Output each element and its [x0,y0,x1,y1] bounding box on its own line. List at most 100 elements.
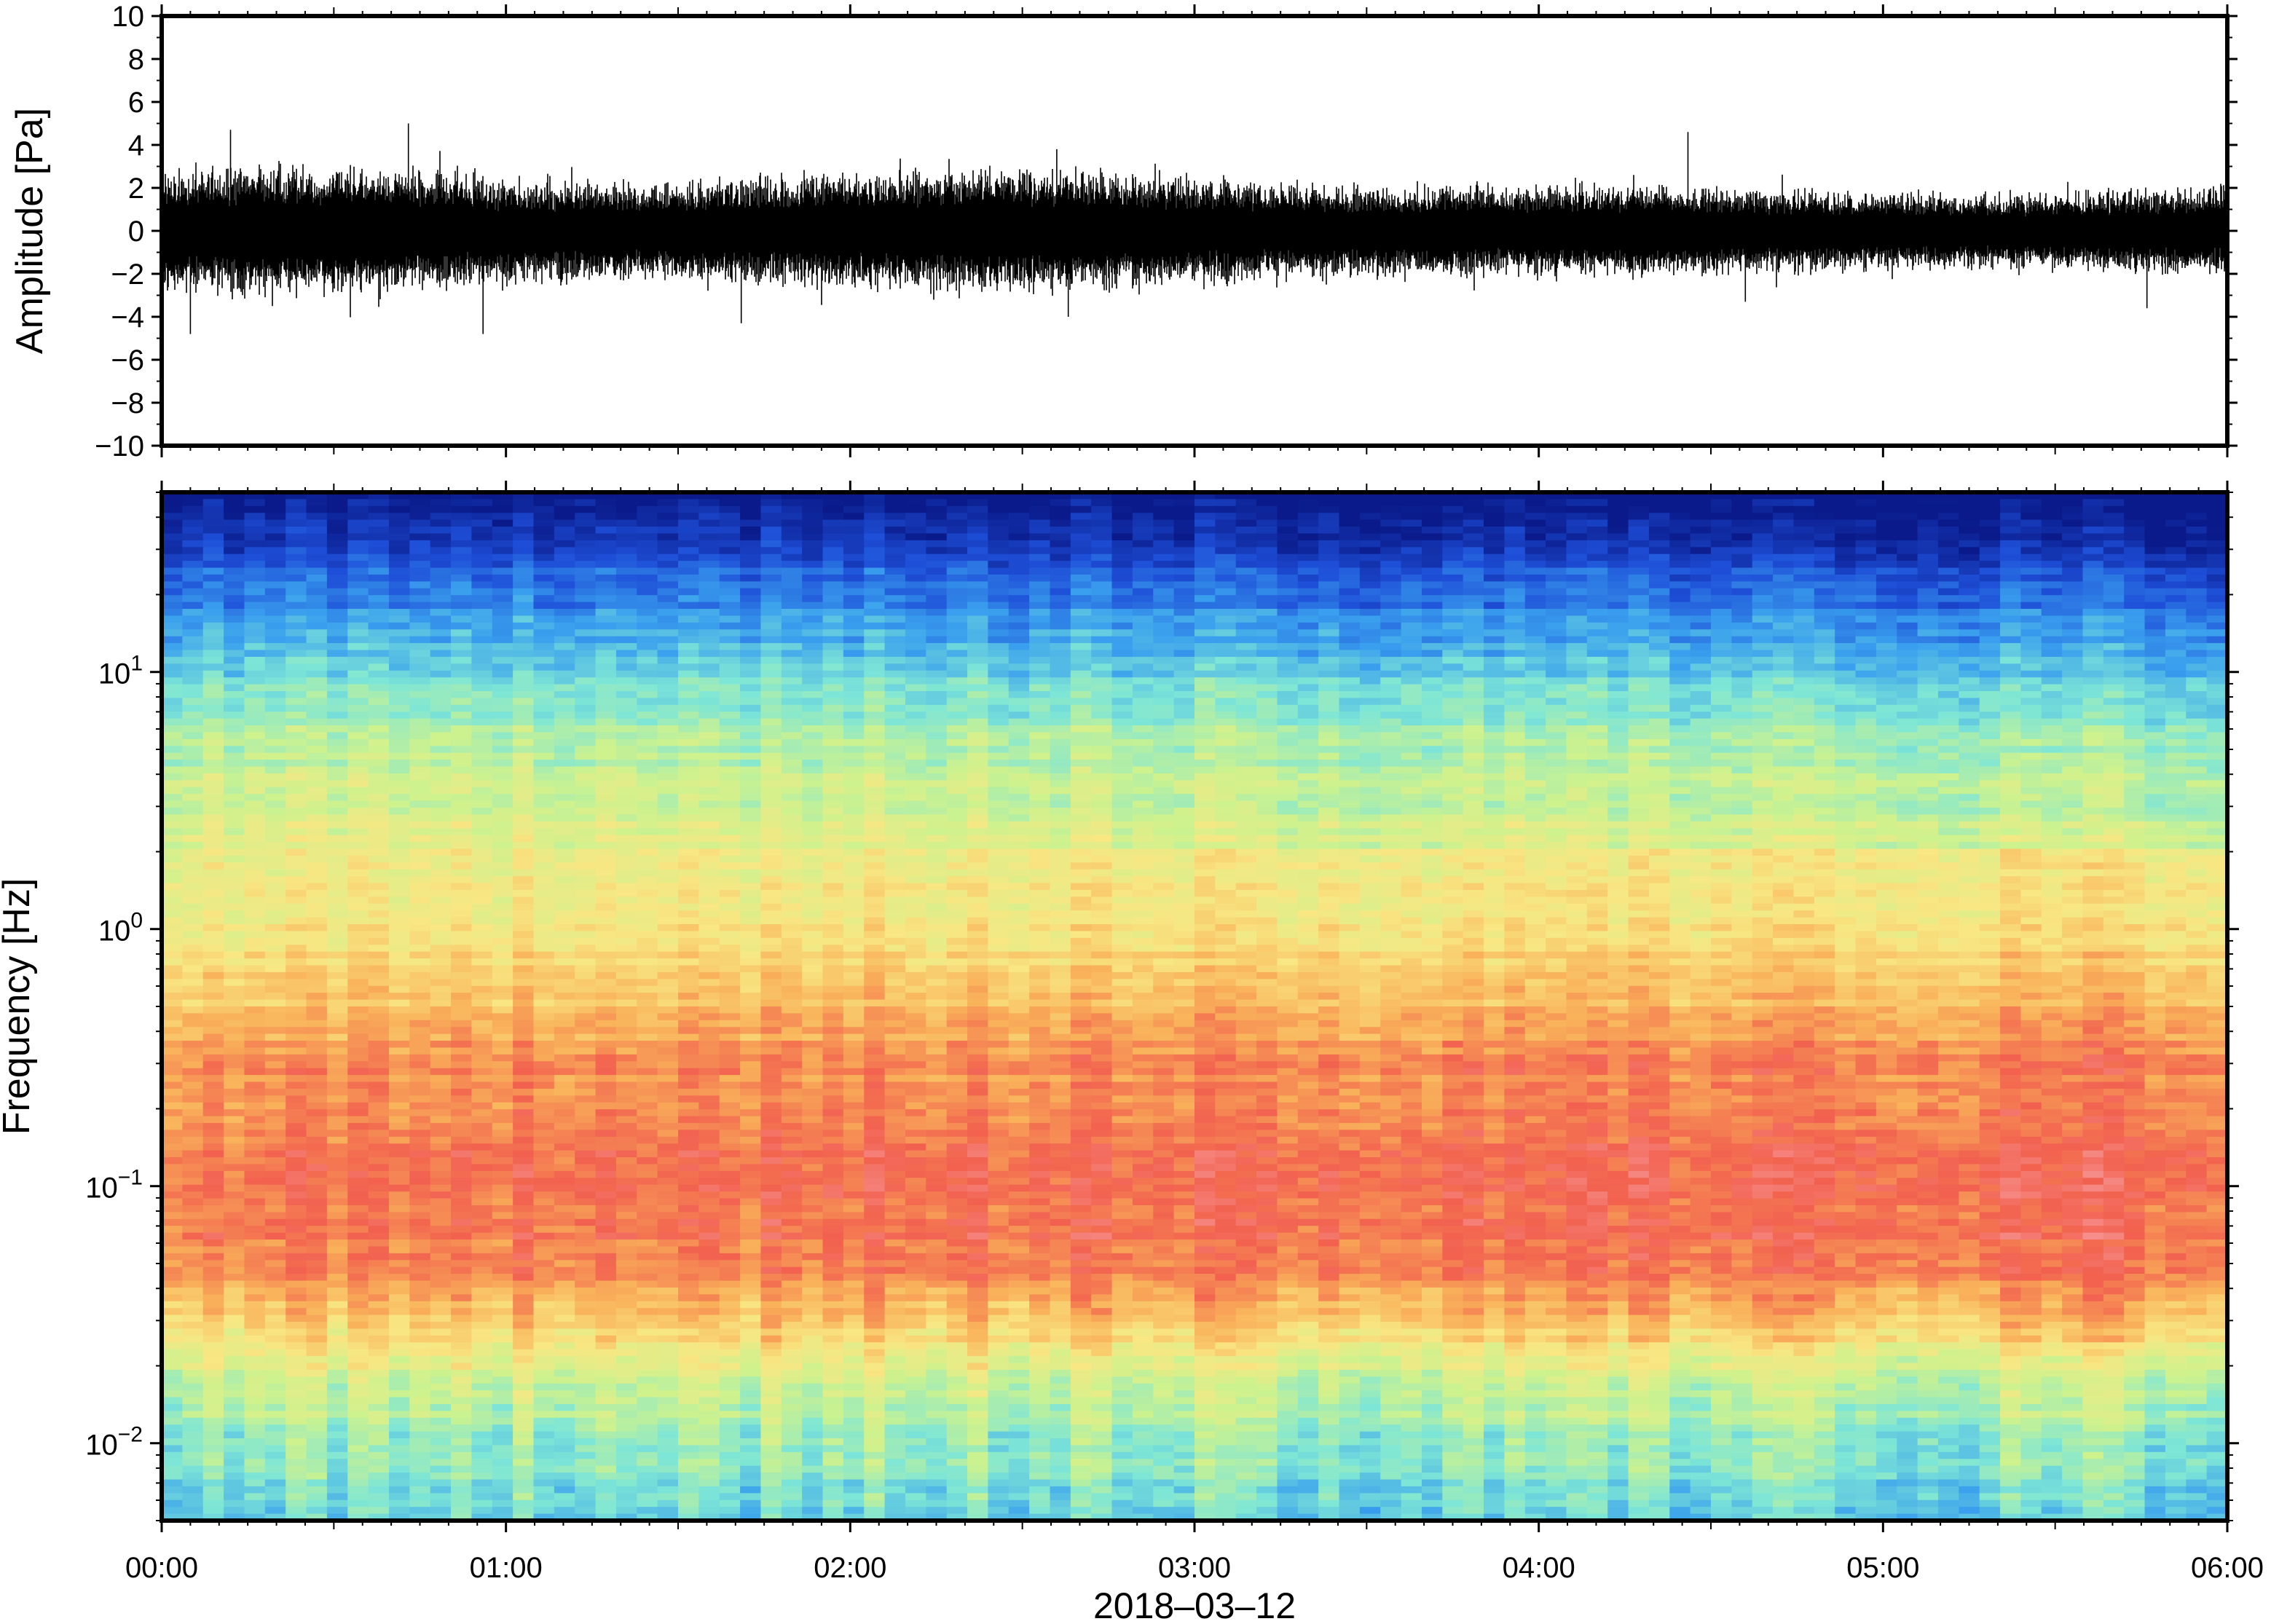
spectrogram-cell [802,732,824,740]
spectrogram-cell [1586,732,1609,740]
spectrogram-cell [2041,780,2063,788]
spectrogram-cell [1752,752,1774,761]
spectrogram-cell [1814,766,1836,774]
spectrogram-cell [595,656,617,665]
spectrogram-cell [1070,650,1093,658]
spectrogram-cell [1463,670,1484,679]
spectrogram-cell [1359,698,1382,706]
spectrogram-cell [286,588,307,596]
spectrogram-cell [967,527,989,535]
spectrogram-cell [698,492,720,500]
spectrogram-cell [740,766,762,774]
spectrogram-cell [1484,505,1506,514]
spectrogram-cell [2103,738,2125,747]
spectrogram-cell [533,670,555,679]
spectrogram-cell [884,684,906,692]
spectrogram-cell [1628,760,1650,768]
spectrogram-cell [2020,609,2042,617]
spectrogram-cell [2206,650,2227,658]
spectrogram-cell [2000,766,2022,774]
spectrogram-cell [2144,567,2166,575]
spectrogram-cell [2020,574,2042,583]
spectrogram-cell [760,814,782,822]
spectrogram-cell [2186,656,2208,665]
spectrogram-cell [1215,663,1237,671]
spectrogram-cell [2103,787,2125,795]
spectrogram-cell [575,670,597,679]
spectrogram-cell [347,553,369,562]
spectrogram-cell [162,609,184,617]
spectrogram-cell [2206,677,2227,685]
spectrogram-cell [698,787,720,795]
spectrogram-cell [988,684,1009,692]
spectrogram-cell [1359,800,1382,808]
spectrogram-cell [1359,609,1382,617]
spectrogram-cell [1566,718,1588,726]
spectrogram-cell [1752,704,1774,713]
spectrogram-cell [1959,746,1980,754]
spectrogram-cell [1524,650,1547,658]
spectrogram-cell [1318,574,1340,583]
spectrogram-cell [657,684,679,692]
spectrogram-cell [1091,505,1113,514]
spectrogram-cell [264,581,287,589]
spectrogram-cell [1917,698,1939,706]
spectrogram-cell [202,780,224,788]
spectrogram-cell [1111,574,1133,583]
spectrogram-cell [1091,533,1113,541]
spectrogram-cell [1421,499,1444,507]
spectrogram-cell [1835,629,1857,637]
spectrogram-cell [2206,738,2227,747]
spectrogram-cell [967,670,989,679]
spectrogram-cell [162,519,184,527]
spectrogram-cell [2062,602,2084,610]
spectrogram-cell [1937,602,1960,610]
amplitude-tick-label: 8 [128,44,144,76]
spectrogram-cell [286,581,307,589]
spectrogram-cell [554,663,576,671]
spectrogram-cell [2206,499,2227,507]
spectrogram-cell [2165,519,2187,527]
spectrogram-cell [533,690,555,699]
spectrogram-cell [1029,567,1051,575]
spectrogram-cell [575,527,597,535]
spectrogram-cell [2000,684,2022,692]
spectrogram-cell [657,519,679,527]
spectrogram-cell [1277,567,1299,575]
spectrogram-cell [202,794,224,802]
spectrogram-cell [2144,547,2166,555]
spectrogram-cell [1442,663,1464,671]
spectrogram-cell [1835,622,1857,631]
spectrogram-cell [2144,636,2166,644]
spectrogram-cell [264,553,287,562]
spectrogram-cell [1607,738,1629,747]
spectrogram-cell [2062,794,2084,802]
spectrogram-cell [760,533,782,541]
spectrogram-cell [1194,663,1216,671]
spectrogram-cell [513,567,535,575]
spectrogram-cell [967,746,989,754]
spectrogram-cell [1504,725,1526,733]
spectrogram-cell [2082,656,2104,665]
spectrogram-cell [1297,567,1320,575]
spectrogram-cell [2144,492,2166,500]
spectrogram-cell [1029,712,1051,720]
spectrogram-cell [967,615,989,623]
spectrogram-cell [1132,609,1154,617]
spectrogram-cell [822,615,844,623]
spectrogram-cell [1070,780,1093,788]
spectrogram-cell [409,752,431,761]
spectrogram-cell [1773,808,1795,816]
spectrogram-cell [1339,574,1361,583]
spectrogram-cell [781,794,803,802]
spectrogram-cell [2165,690,2187,699]
spectrogram-cell [1959,650,1980,658]
spectrogram-cell [2082,547,2104,555]
spectrogram-cell [1091,725,1113,733]
spectrogram-cell [1070,609,1093,617]
spectrogram-cell [2000,547,2022,555]
spectrogram-cell [388,499,411,507]
spectrogram-cell [513,663,535,671]
spectrogram-cell [1463,553,1484,562]
spectrogram-cell [822,712,844,720]
